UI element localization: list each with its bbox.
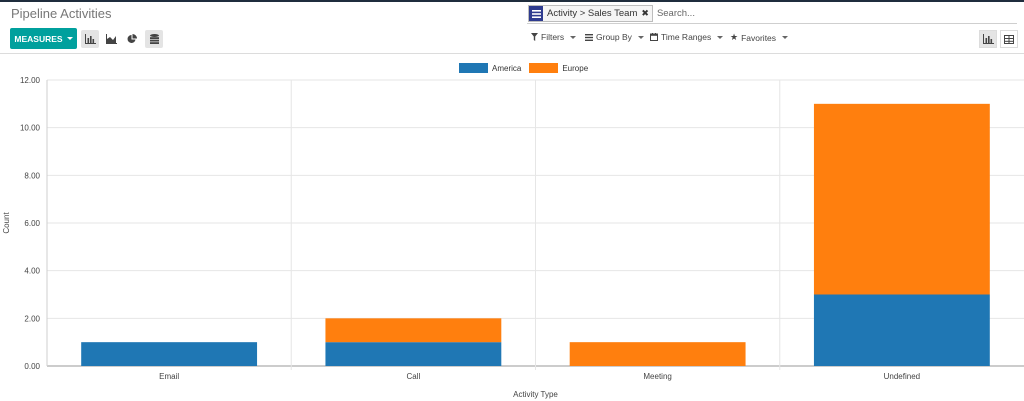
- filter-icon: [531, 33, 538, 41]
- bars-icon: [585, 33, 593, 41]
- search-facet-label: Activity > Sales Team: [543, 6, 642, 21]
- measures-button[interactable]: MEASURES: [10, 28, 77, 49]
- caret-down-icon: [570, 35, 577, 39]
- y-tick-label: 8.00: [24, 171, 40, 180]
- legend-swatch: [529, 63, 559, 73]
- y-tick-label: 10.00: [20, 124, 41, 133]
- search-bar[interactable]: Activity > Sales Team ✖: [527, 4, 1017, 24]
- caret-down-icon: [66, 37, 73, 40]
- x-tick-label: Call: [406, 372, 420, 381]
- filters-label: Filters: [541, 32, 565, 42]
- top-border: [0, 0, 1024, 2]
- graph-mode-button[interactable]: [979, 30, 997, 48]
- y-axis-title: Count: [2, 212, 11, 234]
- caret-down-icon: [637, 35, 644, 39]
- legend-label: America: [492, 63, 522, 73]
- bar-europe-undefined: [813, 103, 990, 295]
- calendar-icon: [650, 33, 658, 41]
- y-tick-label: 6.00: [24, 219, 40, 228]
- legend-swatch: [459, 63, 488, 73]
- page-title: Pipeline Activities: [11, 6, 112, 21]
- pie-chart-icon[interactable]: [123, 30, 141, 48]
- area-chart-icon[interactable]: [102, 30, 120, 48]
- y-tick-label: 0.00: [24, 362, 40, 371]
- x-axis-title: Activity Type: [513, 390, 558, 399]
- chart-legend: America Europe: [459, 63, 588, 73]
- table-mode-button[interactable]: [1000, 30, 1018, 48]
- time-ranges-dropdown[interactable]: Time Ranges: [650, 32, 724, 42]
- legend-item-europe[interactable]: Europe: [529, 63, 588, 73]
- favorites-label: Favorites: [741, 32, 777, 43]
- group-by-label: Group By: [596, 32, 632, 42]
- time-ranges-label: Time Ranges: [661, 32, 712, 42]
- x-tick-label: Email: [159, 372, 179, 381]
- bar-america-undefined: [813, 294, 990, 366]
- control-panel: Pipeline Activities Activity > Sales Tea…: [0, 2, 1024, 54]
- database-stack-icon[interactable]: [145, 30, 163, 48]
- x-tick-label: Meeting: [643, 372, 671, 381]
- measures-label: MEASURES: [14, 33, 63, 44]
- search-input[interactable]: [656, 8, 977, 19]
- y-tick-label: 4.00: [24, 267, 40, 276]
- bar-america-call: [325, 342, 502, 366]
- y-tick-label: 2.00: [24, 314, 40, 323]
- close-icon[interactable]: ✖: [641, 6, 652, 21]
- legend-label: Europe: [562, 63, 589, 73]
- bar-europe-call: [325, 318, 502, 343]
- group-by-dropdown[interactable]: Group By: [585, 32, 644, 42]
- legend-item-america[interactable]: America: [459, 63, 521, 73]
- caret-down-icon: [782, 36, 789, 39]
- caret-down-icon: [717, 35, 724, 39]
- bar-america-email: [81, 342, 258, 366]
- bar-chart-icon: [982, 34, 994, 44]
- favorites-dropdown[interactable]: ★ Favorites: [730, 32, 789, 43]
- filters-dropdown[interactable]: Filters: [531, 32, 577, 42]
- list-icon: [529, 6, 543, 21]
- bar-chart: 0.00 2.00 4.00 6.00 8.00 10.00 12.00 Email Call M…: [2, 76, 1024, 399]
- bar-chart-icon[interactable]: [81, 30, 99, 48]
- bar-europe-meeting: [569, 342, 746, 366]
- search-facet[interactable]: Activity > Sales Team ✖: [528, 5, 653, 22]
- x-tick-label: Undefined: [884, 372, 920, 381]
- y-tick-label: 12.00: [20, 76, 41, 85]
- star-icon: ★: [730, 32, 739, 42]
- table-icon: [1004, 34, 1014, 44]
